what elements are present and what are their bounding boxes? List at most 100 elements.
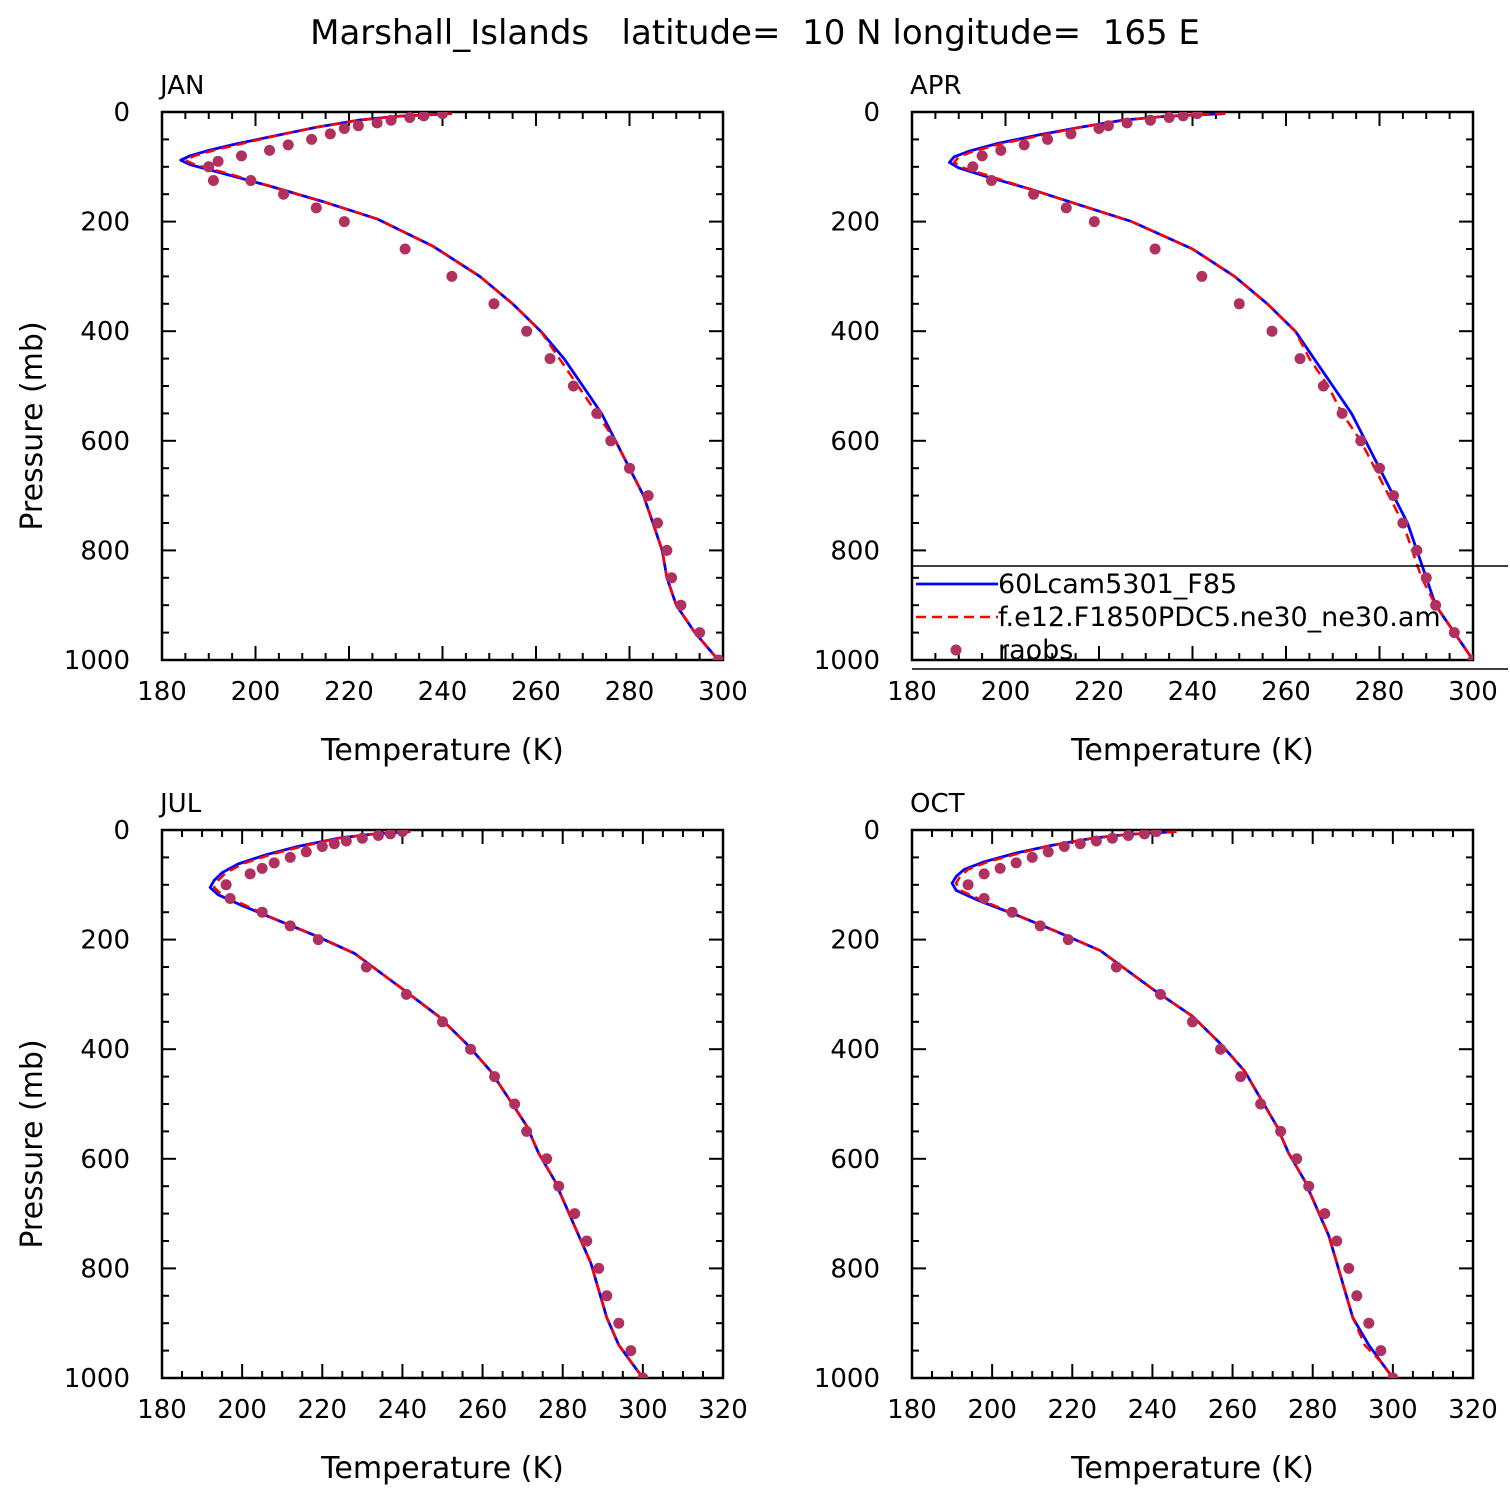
panel-jul: 180 200 220 240 260 280 300 320 0 200 400 600 800 100…: [15, 789, 748, 1486]
raobs-point: [340, 835, 352, 847]
y-tick-label: 400: [80, 317, 130, 347]
raobs-point: [1065, 128, 1077, 140]
raobs-point: [1255, 1098, 1267, 1110]
x-tick-label: 180: [137, 677, 187, 707]
raobs-point: [256, 906, 268, 918]
raobs-point: [1266, 325, 1278, 337]
raobs-point: [1074, 838, 1086, 850]
raobs-point: [385, 114, 397, 126]
raobs-point: [399, 243, 411, 255]
plot-frame: [910, 828, 1475, 1380]
raobs-point: [1387, 1372, 1399, 1378]
raobs-point: [396, 830, 408, 838]
raobs-point: [1090, 835, 1102, 847]
raobs-point: [360, 961, 372, 973]
raobs-point: [1319, 1208, 1331, 1220]
raobs-point: [282, 139, 294, 151]
x-tick-label: 300: [1368, 1395, 1418, 1425]
x-axis-label: Temperature (K): [320, 1451, 564, 1486]
series-line-f-e12: [954, 830, 1394, 1378]
series-line-f-e12: [184, 112, 720, 660]
plot-frame: [160, 110, 725, 662]
raobs-point: [224, 893, 236, 904]
raobs-point: [712, 654, 723, 660]
raobs-point: [1121, 117, 1133, 129]
raobs-point: [235, 150, 247, 162]
x-tick-label: 240: [418, 677, 468, 707]
raobs-point: [306, 133, 318, 145]
raobs-point: [207, 175, 219, 186]
raobs-point: [404, 112, 416, 123]
x-tick-label: 260: [1261, 677, 1311, 707]
raobs-point: [1331, 1235, 1343, 1247]
legend-label: f.e12.F1850PDC5.ne30_ne30.am: [998, 602, 1441, 633]
x-tick-label: 280: [605, 677, 655, 707]
raobs-point: [1363, 1317, 1375, 1329]
raobs-point: [967, 161, 979, 173]
raobs-point: [1122, 830, 1134, 841]
raobs-point: [268, 857, 280, 869]
series-line-60lcam5301: [179, 112, 720, 660]
y-tick-label: 200: [80, 208, 130, 238]
raobs-point: [624, 462, 635, 474]
raobs-point: [661, 544, 673, 556]
raobs-point: [1430, 599, 1442, 611]
raobs-point: [1093, 122, 1105, 134]
series-group: [208, 830, 649, 1378]
raobs-point: [1388, 490, 1400, 502]
raobs-point: [1034, 920, 1046, 932]
raobs-point: [1291, 1153, 1303, 1165]
raobs-point: [316, 840, 328, 852]
raobs-point: [541, 1153, 553, 1165]
raobs-point: [418, 112, 430, 122]
raobs-point: [1420, 572, 1432, 584]
y-tick-label: 1000: [64, 1364, 130, 1394]
raobs-point: [593, 1262, 605, 1274]
raobs-point: [601, 1290, 613, 1302]
x-tick-label: 300: [1448, 677, 1498, 707]
raobs-point: [437, 112, 448, 120]
raobs-point: [1163, 112, 1175, 123]
y-tick-label: 800: [830, 1254, 880, 1284]
x-axis-label: Temperature (K): [1070, 733, 1314, 768]
x-tick-label: 300: [698, 677, 748, 707]
raobs-point: [1375, 1345, 1387, 1357]
raobs-point: [978, 868, 990, 880]
raobs-point: [605, 435, 617, 447]
raobs-point: [1010, 857, 1022, 869]
raobs-point: [264, 144, 276, 156]
legend-label: raobs: [998, 635, 1073, 666]
raobs-point: [1235, 1071, 1247, 1083]
x-tick-label: 180: [887, 677, 937, 707]
y-tick-label: 400: [830, 1035, 880, 1065]
raobs-point: [1042, 133, 1054, 145]
raobs-point: [371, 117, 383, 129]
y-axis-label: Pressure (mb): [15, 321, 50, 530]
raobs-point: [613, 1317, 625, 1329]
raobs-point: [994, 862, 1006, 874]
raobs-point: [521, 325, 533, 337]
raobs-point: [1154, 988, 1166, 1000]
raobs-point: [521, 1125, 533, 1137]
x-tick-label: 300: [618, 1395, 668, 1425]
y-tick-label: 200: [830, 208, 880, 238]
raobs-point: [509, 1098, 521, 1110]
raobs-point: [1006, 906, 1018, 918]
x-tick-label: 260: [458, 1395, 508, 1425]
raobs-point: [642, 490, 654, 502]
x-tick-label: 240: [378, 1395, 428, 1425]
legend: 60Lcam5301_F85f.e12.F1850PDC5.ne30_ne30.…: [912, 565, 1508, 670]
y-tick-label: 0: [113, 98, 130, 128]
raobs-point: [203, 161, 215, 173]
raobs-point: [324, 128, 336, 140]
raobs-point: [1018, 139, 1030, 151]
x-tick-label: 220: [324, 677, 374, 707]
raobs-point: [244, 868, 256, 880]
raobs-point: [1233, 298, 1245, 310]
raobs-point: [637, 1372, 649, 1378]
panel-label: OCT: [910, 789, 965, 819]
raobs-point: [338, 216, 350, 228]
raobs-point: [1343, 1262, 1355, 1274]
raobs-point: [256, 862, 268, 874]
